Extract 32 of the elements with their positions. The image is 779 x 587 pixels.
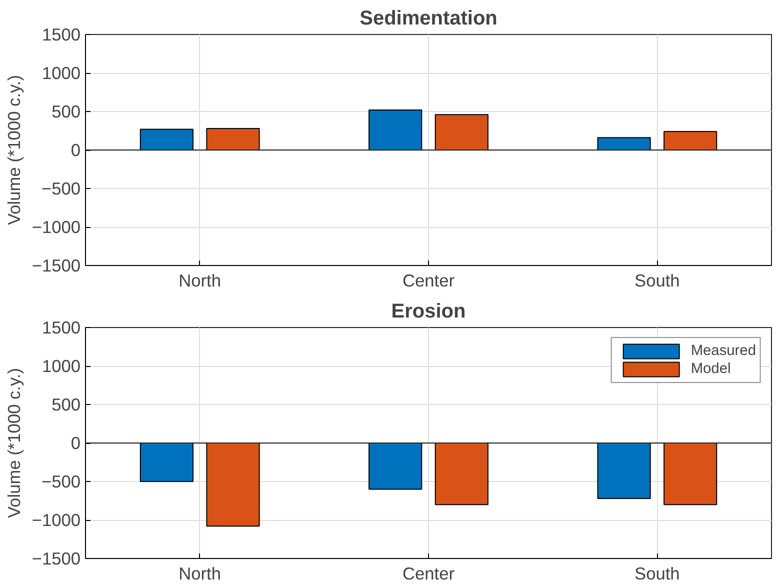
y-tick-label: 0 [70,433,81,453]
x-tick-label: North [178,564,222,584]
x-tick-label: South [634,564,680,584]
legend-label: Model [690,360,731,378]
y-tick-label: 500 [52,102,81,122]
chart-title: Sedimentation [360,8,498,30]
bar [664,131,718,150]
y-tick-label: 1500 [42,24,81,44]
bar [368,109,422,150]
legend-label: Measured [690,342,756,360]
y-tick-label: −1500 [32,256,81,276]
y-tick-label: −1500 [32,548,81,568]
y-tick-label: 500 [52,394,81,414]
bar [206,128,260,150]
y-tick-label: 1000 [42,63,81,83]
y-tick-label: 1500 [42,318,81,338]
bar [140,128,194,150]
y-tick-label: 0 [70,140,81,160]
x-tick-label: Center [402,270,455,290]
x-tick-label: North [178,270,222,290]
bar [434,114,488,150]
y-tick-label: −500 [41,472,80,492]
y-tick-label: −1000 [32,217,81,237]
x-tick-label: Center [402,564,455,584]
chart-title: Erosion [391,300,466,322]
y-tick-label: −1000 [32,510,81,530]
y-axis-title: Volume (*1000 c.y.) [4,75,24,225]
y-tick-label: −500 [41,178,80,198]
y-axis-title: Volume (*1000 c.y.) [4,368,24,518]
y-tick-label: 1000 [42,356,81,376]
bar [597,137,651,150]
x-tick-label: South [634,270,680,290]
